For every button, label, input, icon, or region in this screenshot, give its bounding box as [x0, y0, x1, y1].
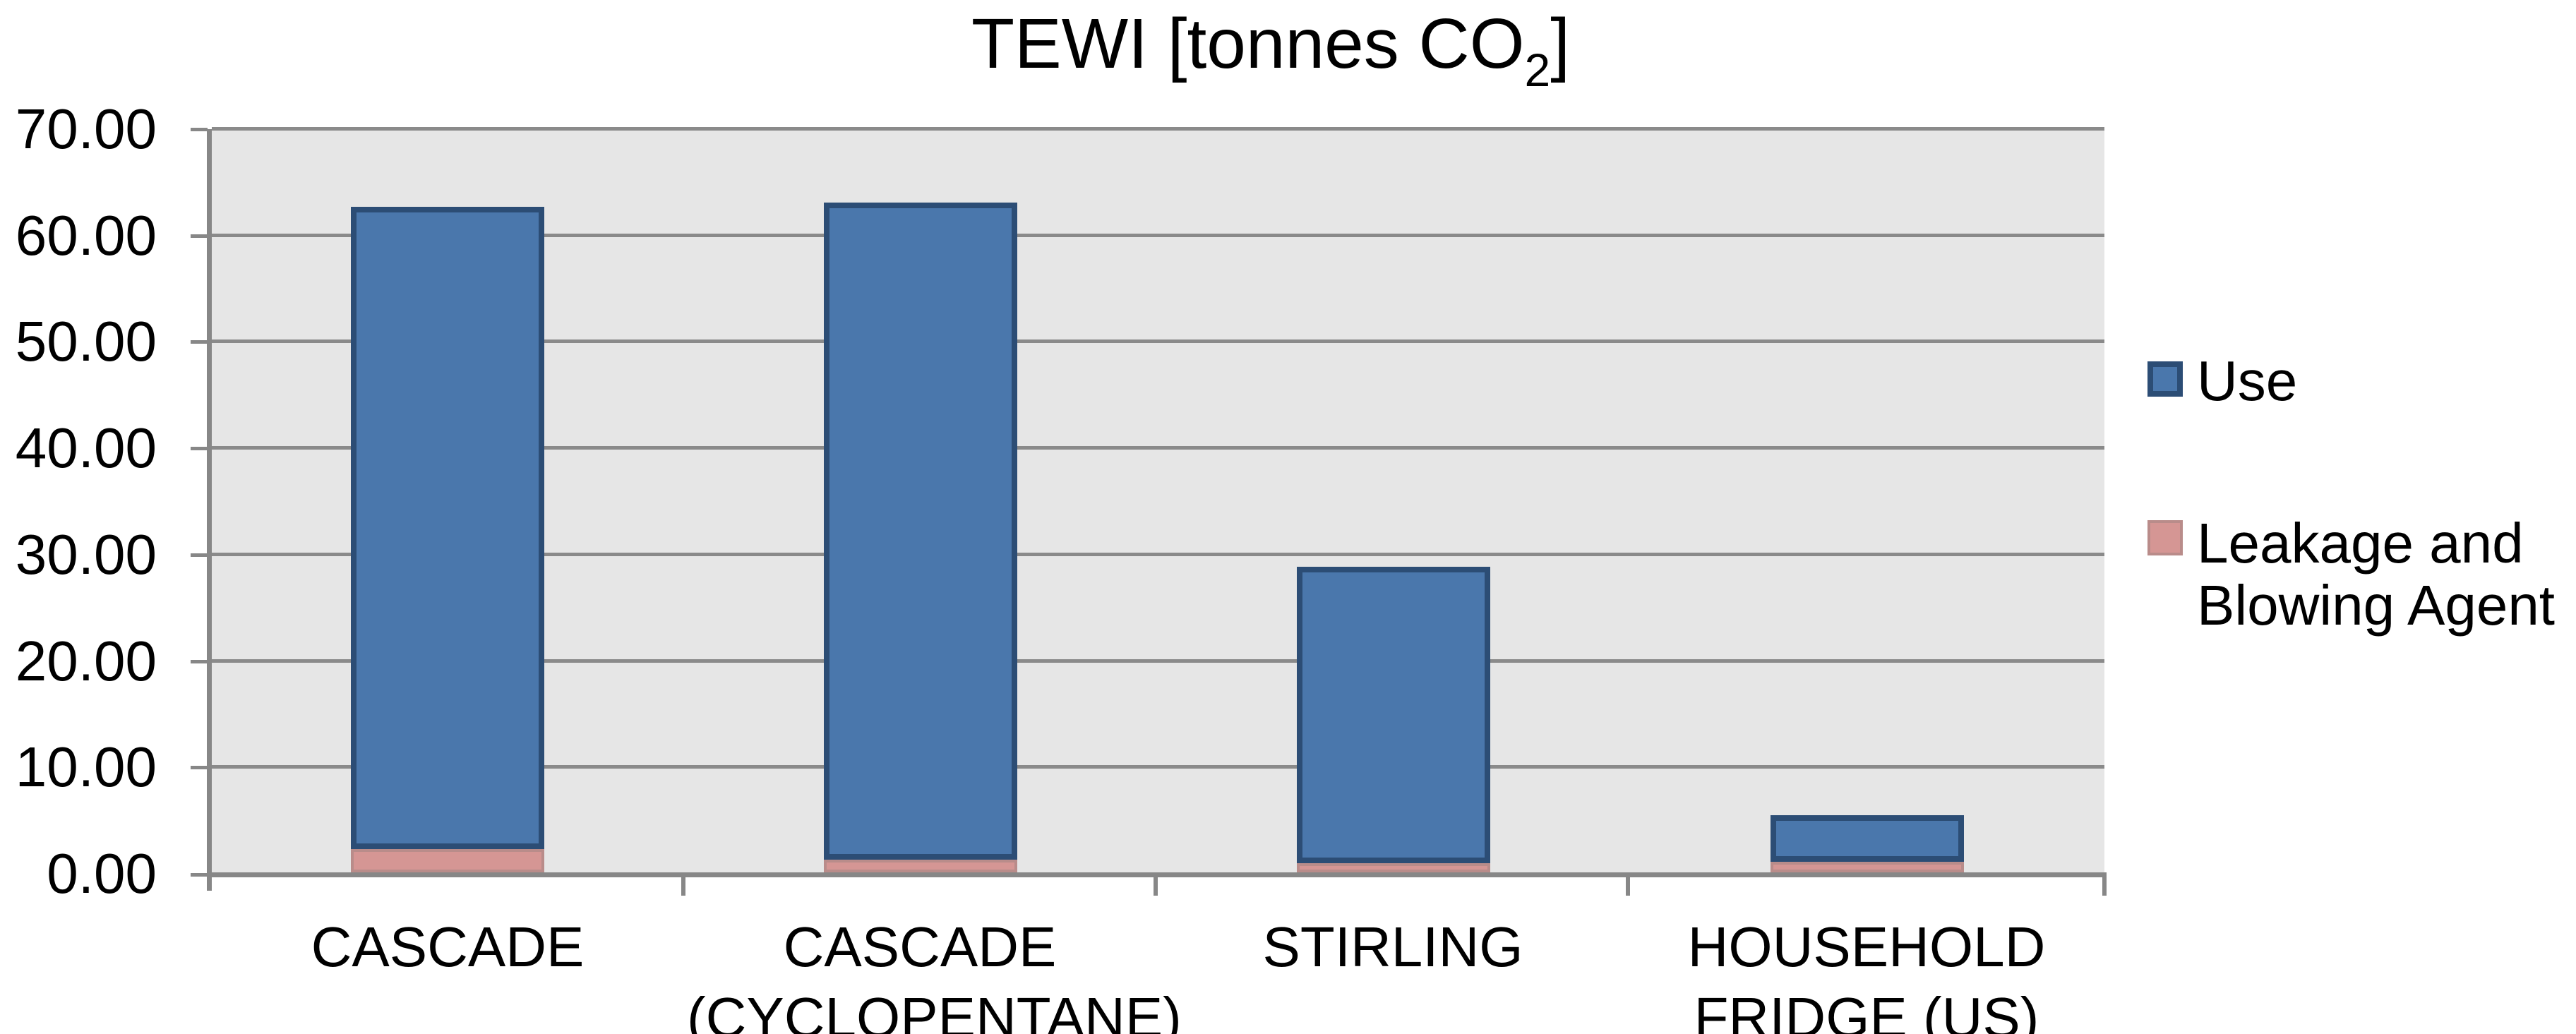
bar-stirling: [1297, 566, 1490, 872]
bar-segment-use: [351, 206, 544, 849]
y-axis-line: [207, 129, 212, 891]
x-axis-label-line2: (CYCLOPENTANE): [687, 986, 1182, 1034]
x-axis-label-line1: HOUSEHOLD: [1687, 915, 2046, 978]
gridline-20: [212, 659, 2104, 663]
legend-label-leakage-line2: Blowing Agent: [2197, 574, 2556, 637]
bar-cascade: [351, 206, 544, 872]
chart-title-prefix: TEWI [tonnes CO: [971, 4, 1525, 83]
y-tick-50: [191, 340, 208, 344]
x-axis-label-household-fridge-us: HOUSEHOLD FRIDGE (US): [1634, 912, 2099, 1034]
legend-label-leakage-line1: Leakage and: [2197, 512, 2524, 575]
y-axis-label-50: 50.00: [15, 310, 157, 373]
bar-cascade-cyclopentane: [824, 202, 1017, 872]
legend-swatch-leakage: [2147, 520, 2183, 555]
y-tick-30: [191, 553, 208, 557]
x-axis-label-line1: CASCADE: [311, 915, 585, 978]
legend-swatch-use: [2147, 361, 2183, 397]
gridline-60: [212, 234, 2104, 237]
x-tick-3: [1626, 877, 1630, 896]
gridline-10: [212, 765, 2104, 769]
bar-segment-leakage: [1297, 862, 1490, 872]
chart-title-subscript: 2: [1524, 44, 1551, 96]
bar-segment-use: [1771, 814, 1964, 862]
bar-segment-use: [824, 202, 1017, 860]
x-tick-4: [2102, 877, 2107, 896]
chart-title: TEWI [tonnes CO2]: [671, 4, 1871, 96]
bar-segment-leakage: [1771, 862, 1964, 872]
bar-segment-leakage: [351, 848, 544, 872]
gridline-70: [212, 127, 2104, 131]
bar-segment-use: [1297, 566, 1490, 863]
bar-segment-leakage: [824, 859, 1017, 872]
y-axis-label-30: 30.00: [15, 523, 157, 586]
y-tick-40: [191, 447, 208, 450]
x-axis-label-cascade: CASCADE: [215, 912, 681, 982]
gridline-40: [212, 446, 2104, 450]
x-axis-label-stirling: STIRLING: [1160, 912, 1626, 982]
y-axis-label-10: 10.00: [15, 735, 157, 798]
y-tick-60: [191, 234, 208, 238]
bar-household-fridge-us: [1771, 814, 1964, 872]
y-axis-label-0: 0.00: [47, 842, 157, 905]
legend-label-leakage: Leakage and Blowing Agent: [2197, 512, 2555, 637]
y-axis-label-20: 20.00: [15, 630, 157, 692]
y-tick-20: [191, 660, 208, 663]
x-axis-label-line2: FRIDGE (US): [1694, 986, 2039, 1034]
gridline-30: [212, 553, 2104, 556]
y-axis-label-70: 70.00: [15, 97, 157, 160]
y-tick-70: [191, 128, 208, 131]
y-axis-label-40: 40.00: [15, 416, 157, 479]
y-tick-0: [191, 873, 208, 877]
x-axis-label-line1: STIRLING: [1262, 915, 1523, 978]
x-tick-1: [681, 877, 685, 896]
x-axis-label-line1: CASCADE: [783, 915, 1057, 978]
x-tick-2: [1154, 877, 1158, 896]
x-axis-label-cascade-cyclopentane: CASCADE (CYCLOPENTANE): [687, 912, 1182, 1034]
y-tick-10: [191, 766, 208, 769]
legend-label-use: Use: [2197, 349, 2298, 412]
y-axis-label-60: 60.00: [15, 204, 157, 267]
gridline-50: [212, 339, 2104, 343]
chart-title-suffix: ]: [1550, 4, 1571, 83]
x-axis-line: [207, 872, 2107, 877]
